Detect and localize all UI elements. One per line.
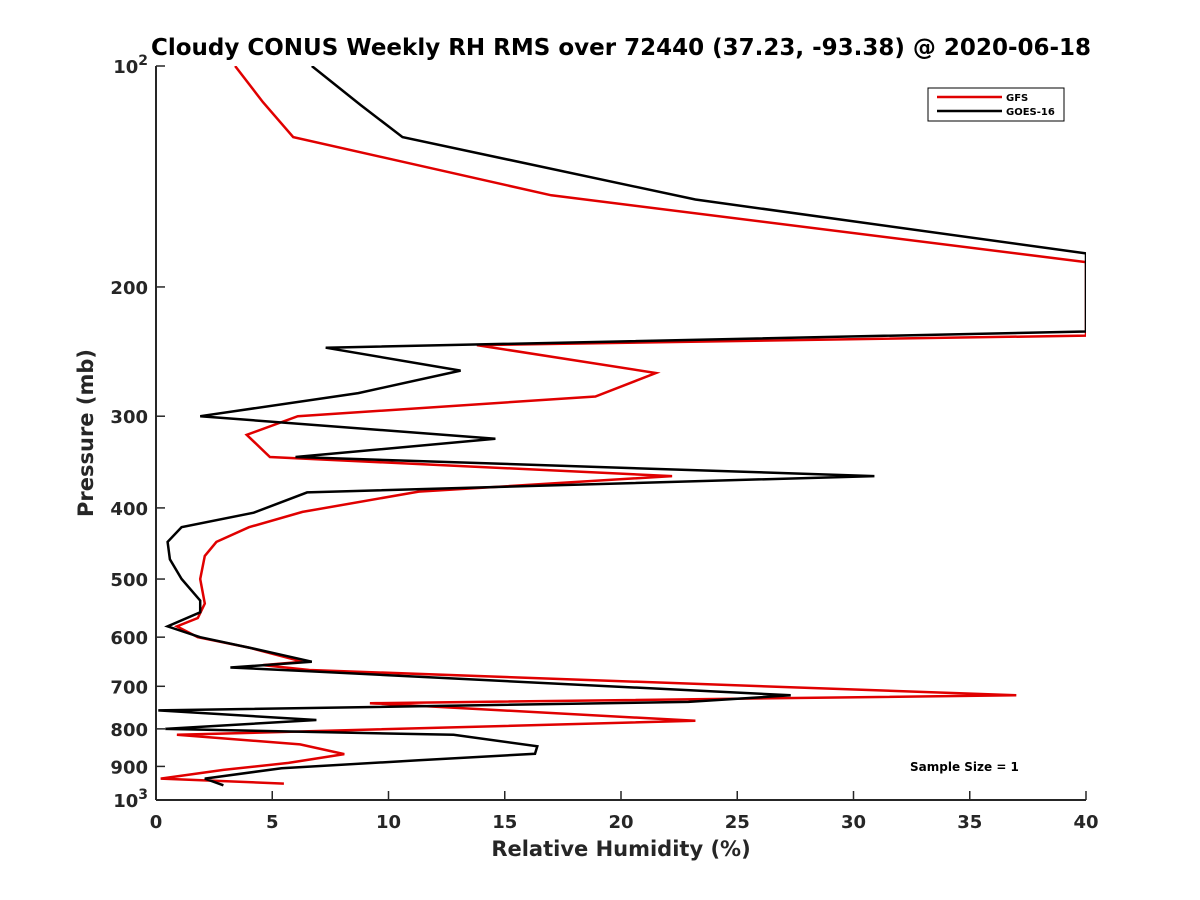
legend-box — [927, 87, 1065, 122]
x-tick-label: 25 — [725, 812, 750, 833]
y-tick-label: 900 — [110, 757, 148, 778]
y-tick-base: 10 — [113, 791, 138, 812]
x-tick-label: 10 — [376, 812, 401, 833]
y-tick-label: 700 — [110, 677, 148, 698]
legend-label-goes16: GOES-16 — [1006, 107, 1055, 118]
x-tick-label: 15 — [492, 812, 517, 833]
x-axis-label: Relative Humidity (%) — [491, 837, 750, 861]
y-tick-exponent: 3 — [138, 787, 148, 803]
x-tick-label: 0 — [150, 812, 163, 833]
y-tick-base: 10 — [113, 57, 138, 78]
x-tick-label: 30 — [841, 812, 866, 833]
y-tick-label: 600 — [110, 628, 148, 649]
legend: GFS GOES-16 — [927, 87, 1065, 122]
series-layer — [158, 66, 1086, 787]
x-tick-label: 40 — [1073, 812, 1098, 833]
series-line-goes16 — [158, 66, 1086, 787]
x-tick-label: 35 — [957, 812, 982, 833]
y-axis-label: Pressure (mb) — [74, 349, 98, 517]
ticks-layer: 0 5 10 15 20 25 30 35 40102200300400500600700800… — [110, 53, 1098, 833]
y-tick-label: 800 — [110, 720, 148, 741]
axes-layer — [155, 66, 1086, 801]
y-tick-label: 200 — [110, 278, 148, 299]
y-tick-label: 102 — [113, 53, 148, 78]
y-tick-label: 103 — [113, 787, 148, 812]
y-tick-label: 500 — [110, 570, 148, 591]
x-tick-label: 5 — [266, 812, 279, 833]
x-tick-label: 20 — [608, 812, 633, 833]
y-tick-label: 300 — [110, 407, 148, 428]
chart-title: Cloudy CONUS Weekly RH RMS over 72440 (3… — [151, 35, 1091, 61]
sample-size-annotation: Sample Size = 1 — [910, 760, 1019, 774]
legend-label-gfs: GFS — [1006, 93, 1028, 104]
y-tick-label: 400 — [110, 499, 148, 520]
y-tick-exponent: 2 — [138, 53, 148, 69]
